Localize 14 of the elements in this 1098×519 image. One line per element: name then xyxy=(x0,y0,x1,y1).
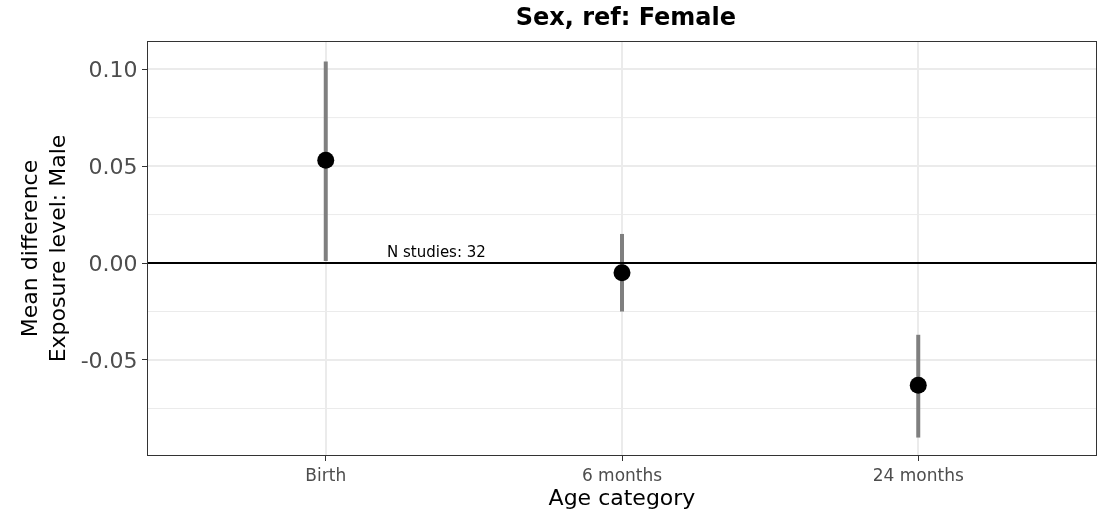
y-tick-label: 0.00 xyxy=(88,250,138,276)
x-tick-label: 6 months xyxy=(581,465,663,486)
x-tick-label: Birth xyxy=(305,465,347,486)
chart-title: Sex, ref: Female xyxy=(515,2,737,31)
y-axis-title: Mean difference Exposure level: Male xyxy=(16,134,71,363)
y-tick-label: 0.10 xyxy=(88,56,138,82)
y-tick-label: 0.05 xyxy=(88,153,138,179)
point xyxy=(613,264,631,282)
annotation: N studies: 32 xyxy=(387,243,486,261)
x-tick-label: 24 months xyxy=(872,465,964,486)
point xyxy=(317,151,335,169)
point xyxy=(909,376,927,394)
x-axis-title: Age category xyxy=(548,485,696,511)
y-tick-label: -0.05 xyxy=(80,347,138,373)
